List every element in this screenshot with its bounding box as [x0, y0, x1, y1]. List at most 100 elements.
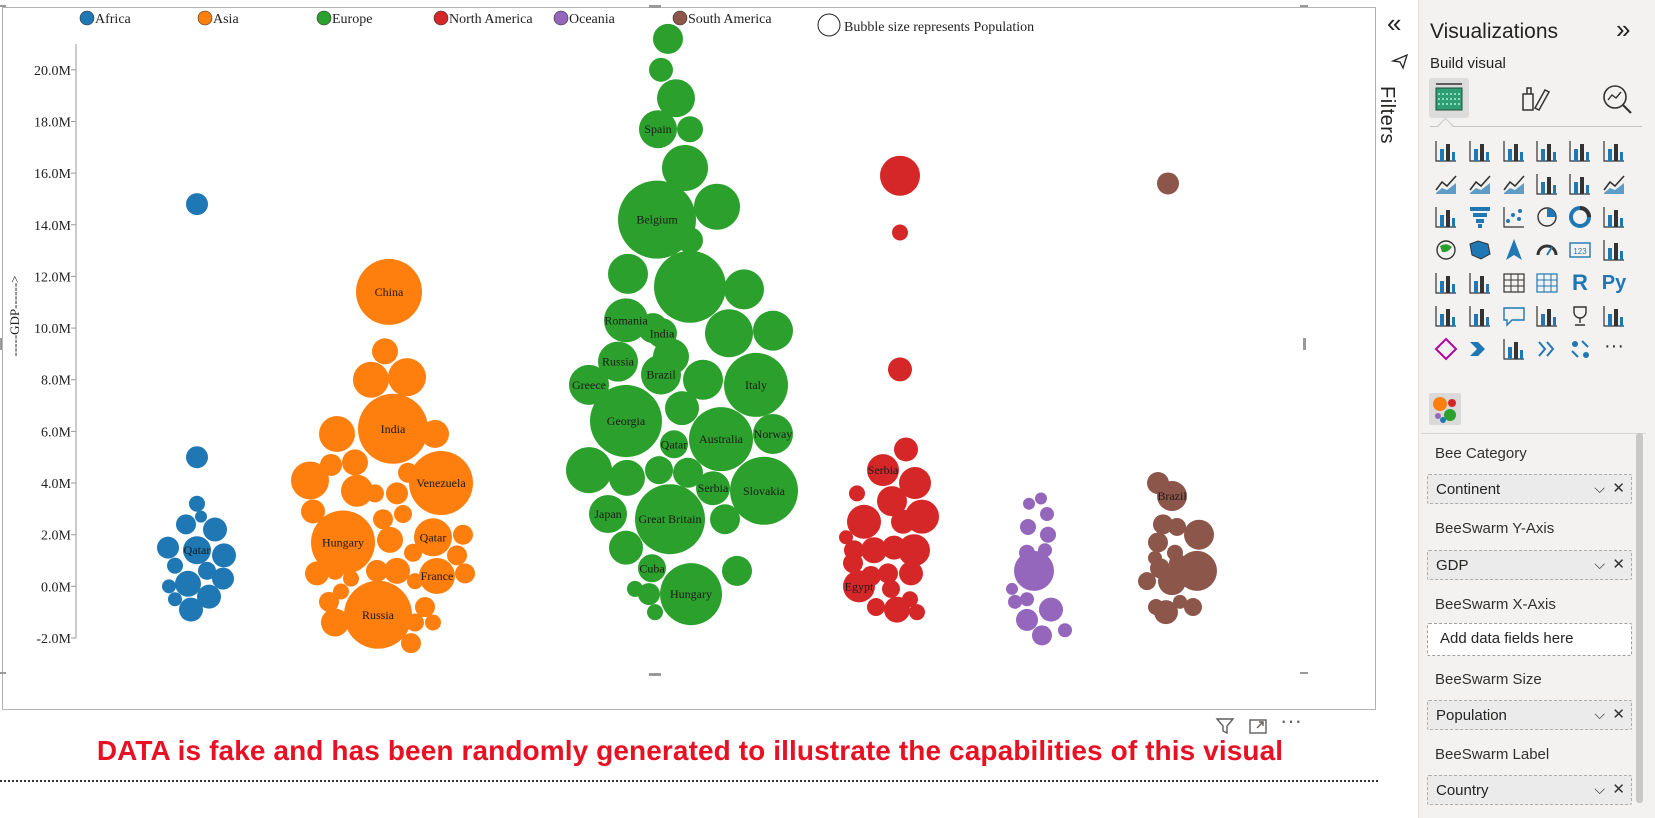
resize-handle[interactable] [649, 673, 661, 676]
legend-label: Asia [213, 12, 239, 27]
smart-narrative-icon[interactable] [1533, 302, 1561, 330]
bubble-europe [638, 554, 666, 583]
remove-field-icon[interactable]: ✕ [1612, 781, 1625, 798]
custom-visual-icon[interactable] [1566, 335, 1594, 363]
svg-text:123: 123 [1573, 247, 1587, 256]
collapse-left-icon[interactable]: « [1387, 8, 1402, 38]
bubble-oceania [1020, 518, 1036, 535]
focus-mode-icon[interactable] [1247, 715, 1269, 737]
metrics-icon[interactable] [1566, 302, 1594, 330]
bubble-oceania [1023, 497, 1035, 510]
resize-handle[interactable] [0, 5, 6, 7]
chevron-down-icon[interactable]: ⌵ [1594, 480, 1605, 496]
remove-field-icon[interactable]: ✕ [1612, 706, 1625, 723]
area-icon[interactable] [1466, 170, 1494, 198]
decomposition-tree-icon[interactable] [1466, 302, 1494, 330]
resize-handle[interactable] [649, 5, 661, 8]
bubble-north-america [867, 598, 885, 617]
beeswarm-custom-visual-icon[interactable] [1429, 393, 1461, 425]
chevron-down-icon[interactable]: ⌵ [1594, 556, 1605, 572]
filters-pane-collapsed[interactable]: « [1378, 0, 1419, 818]
funnel-icon[interactable] [1466, 203, 1494, 231]
build-visual-tab[interactable] [1429, 78, 1469, 118]
qa-icon[interactable] [1500, 302, 1528, 330]
remove-field-icon[interactable]: ✕ [1612, 480, 1625, 497]
send-icon[interactable] [1391, 52, 1409, 70]
clustered-bar-icon[interactable] [1500, 137, 1528, 165]
resize-handle[interactable] [0, 338, 2, 350]
line-stacked-column-icon[interactable] [1566, 170, 1594, 198]
bubble-africa [189, 495, 205, 512]
stacked-bar-icon[interactable] [1432, 137, 1460, 165]
resize-handle[interactable] [1303, 338, 1306, 350]
bubble-europe [609, 459, 645, 496]
100-stacked-bar-icon[interactable] [1566, 137, 1594, 165]
donut-icon[interactable] [1566, 203, 1594, 231]
waterfall-icon[interactable] [1432, 203, 1460, 231]
legend-marker [672, 10, 688, 26]
line-icon[interactable] [1432, 170, 1460, 198]
field-well-bee-category[interactable]: Continent ⌵ ✕ [1427, 474, 1632, 504]
beeswarm-chart: -2.0M 0.0M 2.0M 4.0M 6.0M 8.0M 10.0M 12.0M 14.0M… [7, 10, 1217, 654]
slicer-icon[interactable] [1466, 269, 1494, 297]
field-well-x-axis[interactable]: Add data fields here [1427, 623, 1632, 656]
filled-map-icon[interactable] [1466, 236, 1494, 264]
remove-field-icon[interactable]: ✕ [1612, 556, 1625, 573]
more-options-icon[interactable]: ··· [1280, 708, 1302, 733]
100-stacked-column-icon[interactable] [1600, 137, 1628, 165]
pie-icon[interactable] [1533, 203, 1561, 231]
card-icon[interactable]: 123 [1566, 236, 1594, 264]
paginated-report-icon[interactable] [1600, 302, 1628, 330]
get-more-visuals-icon[interactable] [1500, 335, 1528, 363]
power-apps-icon[interactable] [1432, 335, 1460, 363]
pane-scrollbar[interactable] [1636, 433, 1643, 803]
resize-handle[interactable] [0, 672, 6, 674]
map-icon[interactable] [1432, 236, 1460, 264]
table-icon[interactable] [1500, 269, 1528, 297]
bubble-north-america [909, 604, 925, 621]
gauge-icon[interactable] [1533, 236, 1561, 264]
clustered-column-icon[interactable] [1533, 137, 1561, 165]
filter-icon[interactable] [1214, 715, 1236, 737]
kpi-icon[interactable] [1432, 269, 1460, 297]
stacked-area-icon[interactable] [1500, 170, 1528, 198]
chevron-down-icon[interactable]: ⌵ [1594, 781, 1605, 797]
bubble-asia [425, 614, 441, 631]
bubble-europe [639, 110, 677, 149]
bubble-africa [212, 567, 234, 590]
analytics-tab[interactable] [1598, 80, 1638, 120]
filters-label[interactable]: Filters [1376, 86, 1398, 144]
multi-row-card-icon[interactable] [1600, 236, 1628, 264]
stacked-column-icon[interactable] [1466, 137, 1494, 165]
scatter-icon[interactable] [1500, 203, 1528, 231]
line-clustered-column-icon[interactable] [1533, 170, 1561, 198]
legend-marker [433, 10, 449, 26]
field-well-size[interactable]: Population ⌵ ✕ [1427, 700, 1632, 730]
bubble-label: Romania [604, 313, 648, 327]
format-visual-tab[interactable] [1515, 80, 1555, 120]
matrix-icon[interactable] [1533, 269, 1561, 297]
bubble-asia [455, 563, 475, 584]
treemap-icon[interactable] [1600, 203, 1628, 231]
field-well-y-axis[interactable]: GDP ⌵ ✕ [1427, 550, 1632, 580]
expand-right-icon[interactable]: » [1616, 14, 1631, 44]
bubble-europe [649, 57, 673, 82]
bubble-europe [645, 456, 673, 485]
bubble-asia [407, 573, 423, 590]
python-visual-icon[interactable]: Py [1601, 272, 1627, 294]
chevron-down-icon[interactable]: ⌵ [1594, 706, 1605, 722]
resize-handle[interactable] [1300, 5, 1308, 7]
ribbon-icon[interactable] [1600, 170, 1628, 198]
key-influencers-icon[interactable] [1432, 302, 1460, 330]
azure-map-icon[interactable] [1500, 236, 1528, 264]
resize-handle[interactable] [1300, 672, 1308, 674]
chevron-icon[interactable] [1533, 335, 1561, 363]
r-visual-icon[interactable]: R [1572, 270, 1588, 295]
more-visuals-icon[interactable]: ··· [1604, 335, 1624, 357]
bubble-label: Brazil [1157, 489, 1187, 503]
bubble-asia [404, 543, 422, 562]
bubble-europe [724, 352, 788, 417]
field-well-label[interactable]: Country ⌵ ✕ [1427, 775, 1632, 805]
power-automate-icon[interactable] [1466, 335, 1494, 363]
bubble-oceania [1006, 582, 1018, 595]
